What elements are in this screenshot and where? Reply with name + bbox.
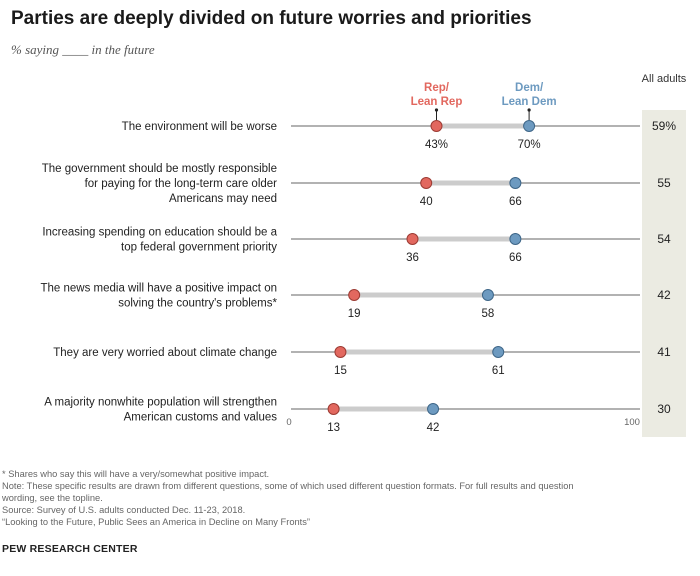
legend-rep-label: Rep/ [424, 82, 450, 94]
all-adults-value: 59% [652, 119, 676, 133]
rep-dot [420, 177, 433, 189]
rep-dot [430, 120, 443, 132]
rep-dot [406, 233, 419, 245]
rep-value-label: 13 [327, 422, 340, 434]
dem-dot [481, 289, 494, 301]
rep-dot [348, 289, 361, 301]
dem-dot [492, 346, 505, 358]
rep-value-label: 36 [406, 252, 419, 264]
dem-value-label: 61 [492, 365, 505, 377]
row-label: The government should be mostly responsi… [42, 163, 277, 175]
dem-dot [509, 233, 522, 245]
all-adults-value: 41 [657, 345, 671, 359]
dem-dot [427, 403, 440, 415]
rep-value-label: 19 [348, 308, 361, 320]
all-adults-band [642, 110, 686, 437]
dem-value-label: 66 [509, 196, 522, 208]
x-tick-label-100: 100 [624, 417, 640, 428]
dem-value-label: 42 [427, 422, 440, 434]
dem-value-label: 70% [518, 139, 541, 151]
dem-value-label: 58 [482, 308, 495, 320]
chart-title: Parties are deeply divided on future wor… [11, 8, 532, 29]
rep-value-label: 43% [425, 139, 448, 151]
all-adults-value: 42 [657, 288, 671, 302]
all-adults-value: 30 [657, 402, 671, 416]
x-tick-label-0: 0 [286, 417, 291, 428]
dem-value-label: 66 [509, 252, 522, 264]
legend-dem-label: Dem/ [515, 82, 544, 94]
row-label: The environment will be worse [122, 121, 277, 133]
rep-dot [334, 346, 347, 358]
report-title-line: “Looking to the Future, Public Sees an A… [2, 517, 310, 527]
row-label: Americans may need [169, 193, 277, 205]
row-label: top federal government priority [121, 242, 277, 254]
row-label: They are very worried about climate chan… [53, 347, 277, 359]
pew-research-center-logo: PEW RESEARCH CENTER [2, 543, 138, 555]
rep-value-label: 15 [334, 365, 347, 377]
row-label: The news media will have a positive impa… [40, 283, 277, 295]
dem-dot [523, 120, 536, 132]
dem-dot [509, 177, 522, 189]
all-adults-value: 54 [657, 232, 671, 246]
source-line: Source: Survey of U.S. adults conducted … [2, 505, 246, 515]
legend-dem-pointer-dot [527, 108, 531, 112]
row-label: A majority nonwhite population will stre… [44, 397, 277, 409]
all-adults-header: All adults [642, 73, 687, 85]
chart-footer: * Shares who say this will have a very/s… [2, 468, 697, 528]
row-label: for paying for the long-term care older [85, 178, 278, 190]
footnote-line: * Shares who say this will have a very/s… [2, 469, 270, 479]
row-label: solving the country's problems* [118, 298, 277, 310]
dot-plot: All adults Rep/Lean Rep Dem/Lean Dem The en… [40, 73, 687, 437]
note-line-continued: wording, see the topline. [2, 493, 103, 503]
rep-dot [327, 403, 340, 415]
row-label: American customs and values [124, 412, 278, 424]
row-label: Increasing spending on education should … [42, 227, 277, 239]
note-line: Note: These specific results are drawn f… [2, 481, 574, 491]
rep-value-label: 40 [420, 196, 433, 208]
legend-rep-pointer-dot [434, 108, 439, 112]
all-adults-value: 55 [657, 176, 671, 190]
legend-rep-label: Lean Rep [411, 96, 463, 108]
chart-subtitle: % saying ____ in the future [11, 42, 155, 57]
legend-dem-label: Lean Dem [502, 96, 557, 108]
